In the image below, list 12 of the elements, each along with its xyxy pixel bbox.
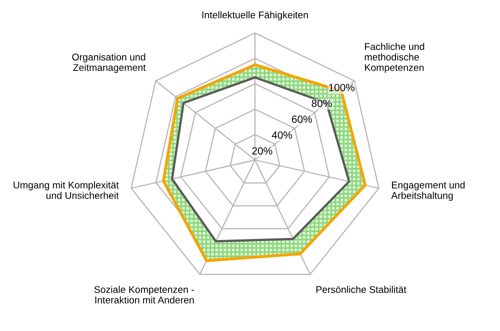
spoke-label: Persönliche Stabilität bbox=[316, 286, 406, 294]
y-tick-label: 40% bbox=[272, 131, 292, 139]
y-tick-label: 60% bbox=[292, 116, 312, 123]
y-tick-label: 20% bbox=[252, 147, 272, 155]
spoke-label: Fachliche und methodische Kompetenzen bbox=[364, 42, 424, 73]
y-tick-label: 100% bbox=[329, 84, 355, 92]
spoke-label: Organisation und Zeitmanagement bbox=[72, 53, 146, 73]
spoke-label: Umgang mit Komplexität und Unsicherheit bbox=[14, 181, 119, 199]
spoke-label: Intellektuelle Fähigkeiten bbox=[202, 11, 308, 20]
spoke-label: Soziale Kompetenzen - Interaktion mit Anderen bbox=[94, 286, 194, 304]
y-tick-label: 80% bbox=[312, 100, 332, 108]
spoke-label: Engagement und Arbeitshaltung bbox=[391, 181, 465, 201]
